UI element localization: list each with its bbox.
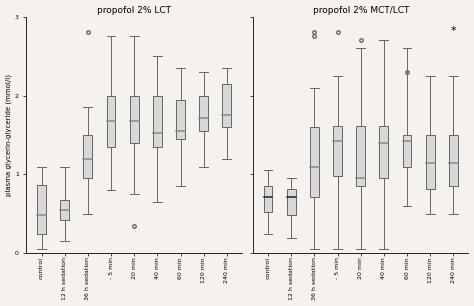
FancyBboxPatch shape	[310, 127, 319, 196]
FancyBboxPatch shape	[83, 135, 92, 178]
FancyBboxPatch shape	[426, 135, 435, 188]
FancyBboxPatch shape	[356, 125, 365, 186]
FancyBboxPatch shape	[449, 135, 458, 186]
FancyBboxPatch shape	[130, 95, 138, 143]
FancyBboxPatch shape	[380, 125, 388, 178]
Title: propofol 2% LCT: propofol 2% LCT	[97, 6, 171, 15]
FancyBboxPatch shape	[37, 185, 46, 233]
FancyBboxPatch shape	[153, 95, 162, 147]
Title: propofol 2% MCT/LCT: propofol 2% MCT/LCT	[312, 6, 409, 15]
FancyBboxPatch shape	[264, 186, 273, 212]
FancyBboxPatch shape	[107, 95, 116, 147]
FancyBboxPatch shape	[176, 99, 185, 139]
FancyBboxPatch shape	[199, 95, 208, 131]
FancyBboxPatch shape	[60, 200, 69, 220]
Text: *: *	[451, 26, 456, 36]
Y-axis label: plasma glycerin-glyceride (mmol/l): plasma glycerin-glyceride (mmol/l)	[6, 74, 12, 196]
FancyBboxPatch shape	[287, 188, 296, 215]
FancyBboxPatch shape	[222, 84, 231, 127]
FancyBboxPatch shape	[402, 135, 411, 166]
FancyBboxPatch shape	[333, 125, 342, 176]
